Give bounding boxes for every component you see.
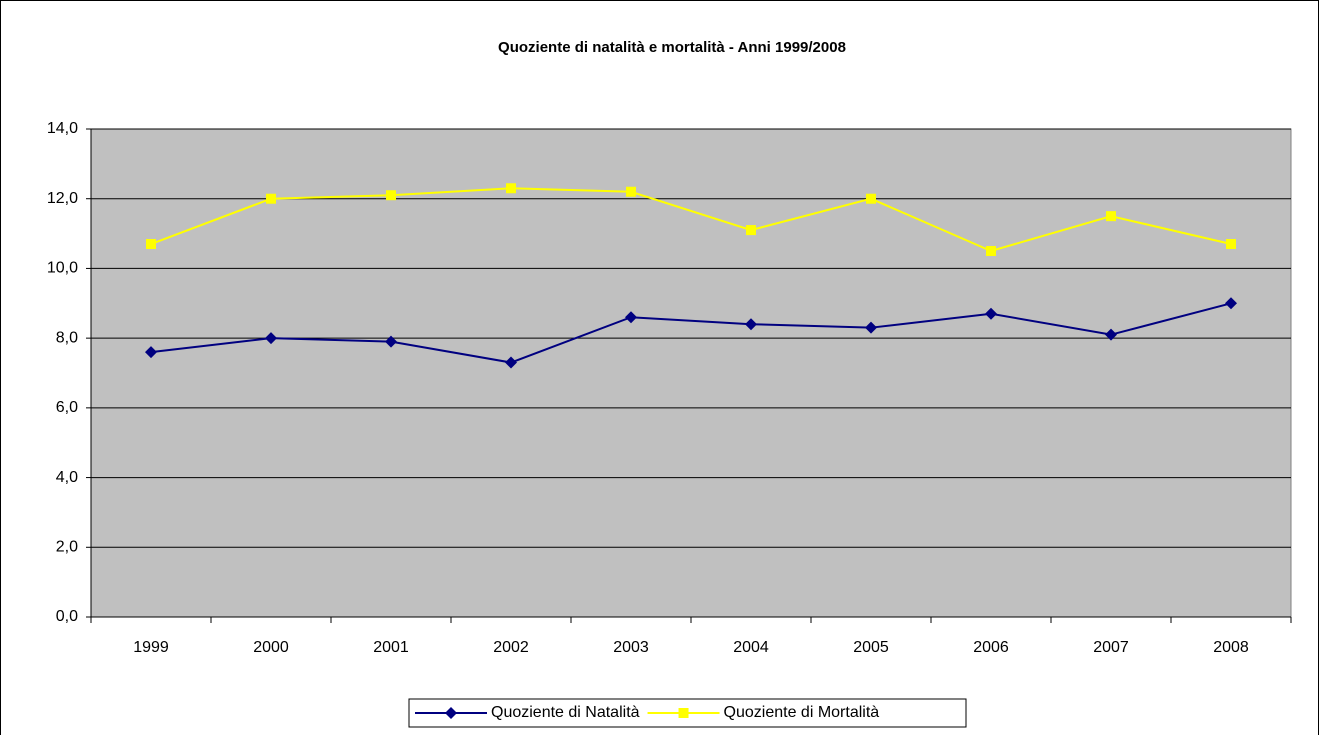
data-point xyxy=(625,311,637,324)
data-point xyxy=(746,225,756,236)
series-line xyxy=(150,187,1232,253)
x-tick-label: 2007 xyxy=(1093,639,1129,656)
legend-label: Quoziente di Mortalità xyxy=(724,704,880,721)
y-tick-label: 6,0 xyxy=(56,399,78,416)
x-tick-label: 1999 xyxy=(133,639,169,656)
legend-marker xyxy=(445,707,457,719)
series-line xyxy=(150,302,1232,364)
x-tick-label: 2001 xyxy=(373,639,409,656)
legend-marker xyxy=(678,708,689,718)
y-tick-label: 2,0 xyxy=(56,539,78,556)
data-point xyxy=(386,190,396,201)
x-tick-label: 2006 xyxy=(973,639,1009,656)
data-point xyxy=(986,246,996,256)
data-point xyxy=(146,239,156,250)
data-point xyxy=(506,183,516,194)
data-point xyxy=(1226,239,1236,250)
data-point xyxy=(626,186,636,197)
data-point xyxy=(265,332,277,345)
data-point xyxy=(385,335,397,348)
data-point xyxy=(1105,328,1117,341)
data-point xyxy=(266,193,276,204)
x-tick-label: 2002 xyxy=(493,639,529,656)
y-tick-label: 0,0 xyxy=(56,608,78,625)
data-point xyxy=(1106,211,1116,222)
x-tick-label: 2000 xyxy=(253,639,289,656)
data-point xyxy=(1225,297,1237,310)
x-tick-label: 2004 xyxy=(733,639,769,656)
y-tick-label: 4,0 xyxy=(56,469,78,486)
data-point xyxy=(145,346,157,359)
data-point xyxy=(865,321,877,334)
y-tick-label: 10,0 xyxy=(47,260,78,277)
legend-label: Quoziente di Natalità xyxy=(491,704,640,721)
chart-title: Quoziente di natalità e mortalità - Anni… xyxy=(498,39,846,56)
x-tick-label: 2003 xyxy=(613,639,649,656)
data-point xyxy=(866,193,876,204)
data-point xyxy=(505,356,517,369)
y-tick-label: 8,0 xyxy=(56,329,78,346)
y-tick-label: 12,0 xyxy=(47,190,78,207)
data-point xyxy=(745,318,757,331)
x-tick-label: 2005 xyxy=(853,639,889,656)
y-tick-label: 14,0 xyxy=(47,120,78,137)
data-point xyxy=(985,307,997,320)
x-tick-label: 2008 xyxy=(1213,639,1249,656)
